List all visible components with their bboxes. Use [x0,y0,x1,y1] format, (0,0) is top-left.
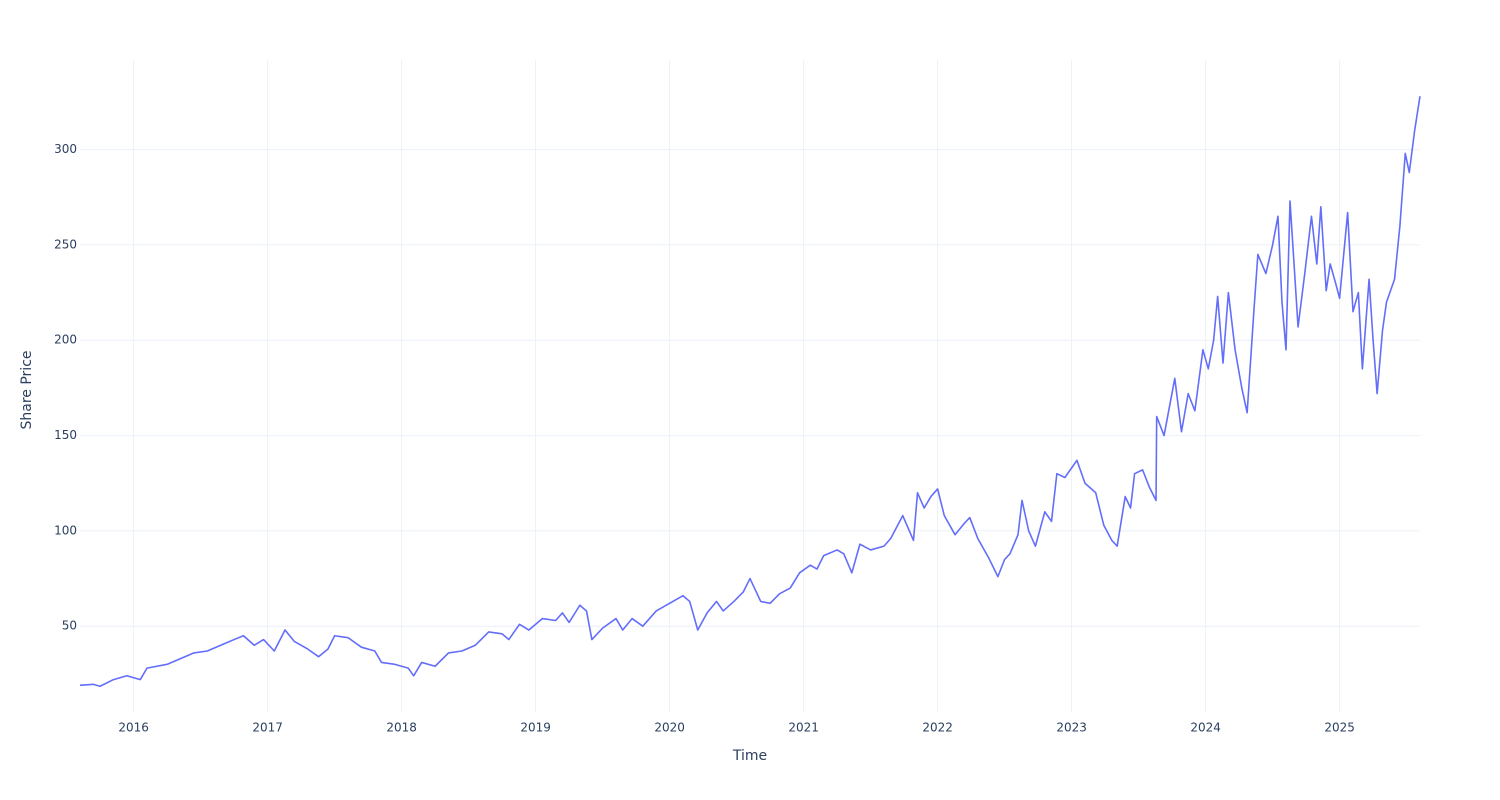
x-tick-label: 2016 [118,721,149,735]
y-tick-label: 50 [62,619,77,633]
x-tick-label: 2019 [520,721,551,735]
x-tick-label: 2021 [788,721,819,735]
y-tick-label: 150 [54,428,77,442]
x-tick-label: 2018 [386,721,417,735]
x-tick-label: 2022 [922,721,953,735]
y-axis-title: Share Price [19,350,35,429]
price-line [79,96,1421,688]
y-tick-label: 250 [54,237,77,251]
y-tick-label: 200 [54,333,77,347]
x-axis-title: Time [732,748,767,764]
y-tick-label: 100 [54,523,77,537]
x-tick-label: 2025 [1324,721,1355,735]
x-tick-label: 2024 [1190,721,1221,735]
y-tick-label: 300 [54,142,77,156]
x-tick-label: 2023 [1056,721,1087,735]
x-tick-label: 2017 [252,721,283,735]
x-tick-label: 2020 [654,721,685,735]
